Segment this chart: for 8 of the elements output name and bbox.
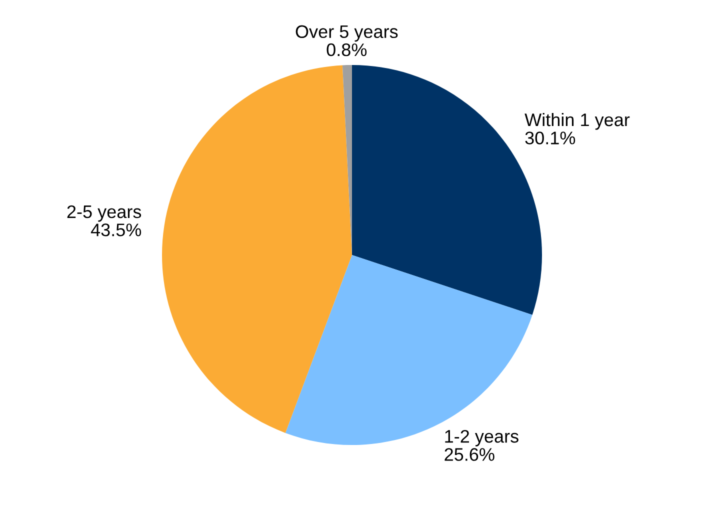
slice-label: Over 5 years [296,25,398,42]
slice-label: 1-2 years [445,430,518,446]
slice-label: Within 1 year [524,112,630,130]
data-label: 25.6% [444,448,494,461]
data-label: 0.8% [326,43,367,56]
data-label: 43.5% [90,224,142,236]
slice-label: 2-5 years [67,205,142,222]
data-label: 30.1% [525,132,576,144]
